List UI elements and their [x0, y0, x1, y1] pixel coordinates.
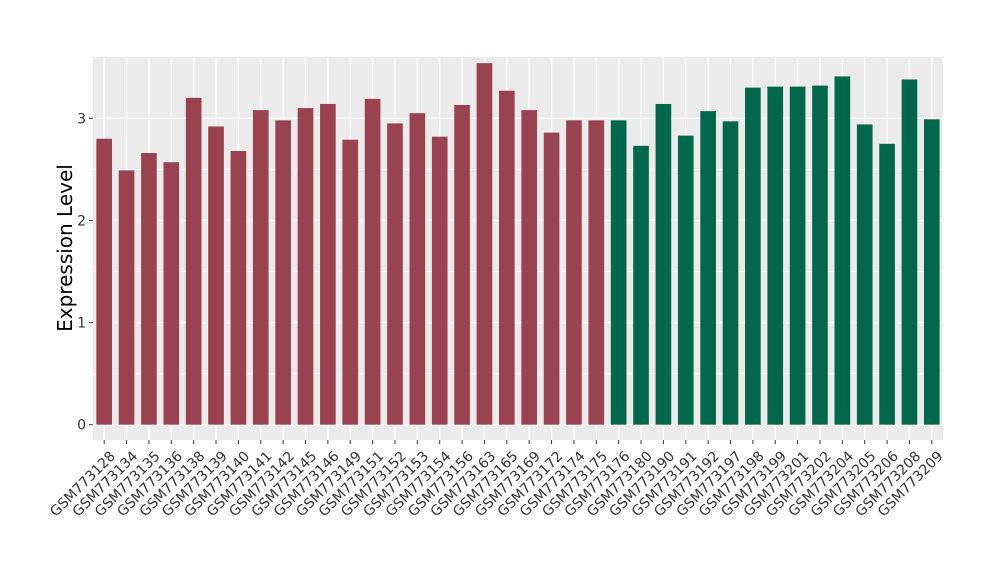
bar — [230, 150, 247, 425]
bar — [543, 132, 560, 425]
bar — [431, 136, 448, 425]
bar — [342, 139, 359, 425]
bar — [320, 103, 336, 425]
bar — [856, 124, 873, 425]
y-tick-label: 0 — [77, 418, 86, 434]
bar — [498, 90, 515, 425]
bar — [588, 120, 605, 425]
bar — [118, 170, 135, 425]
bar — [655, 103, 672, 425]
bar — [387, 123, 403, 425]
bar — [610, 120, 627, 425]
bar — [297, 108, 314, 425]
bar — [901, 79, 918, 425]
bar — [252, 110, 269, 425]
bar — [96, 138, 113, 425]
y-axis: 0 1 2 3 — [77, 111, 93, 434]
bar — [923, 119, 940, 425]
bar — [879, 143, 895, 425]
bar — [633, 145, 649, 425]
bar — [789, 86, 806, 425]
y-tick-label: 2 — [77, 213, 86, 229]
y-axis-title: Expression Level — [53, 164, 77, 332]
bar — [409, 113, 426, 425]
bar — [476, 63, 493, 425]
bar — [364, 98, 381, 425]
y-tick-label: 1 — [77, 316, 86, 332]
bar — [700, 111, 716, 425]
bar — [677, 135, 694, 425]
bar — [745, 87, 761, 425]
bars — [96, 63, 940, 425]
bar — [208, 126, 224, 425]
bar — [141, 153, 157, 425]
bar — [521, 110, 538, 425]
bar — [722, 121, 739, 425]
bar — [454, 105, 470, 425]
bar — [275, 120, 291, 425]
bar — [163, 162, 180, 425]
bar — [185, 97, 202, 425]
y-tick-label: 3 — [77, 111, 86, 127]
bar — [812, 85, 828, 425]
x-axis: GSM773128GSM773134GSM773135GSM773136GSM7… — [47, 440, 947, 520]
bar — [834, 76, 851, 425]
bar — [767, 86, 784, 425]
bar — [566, 120, 582, 425]
